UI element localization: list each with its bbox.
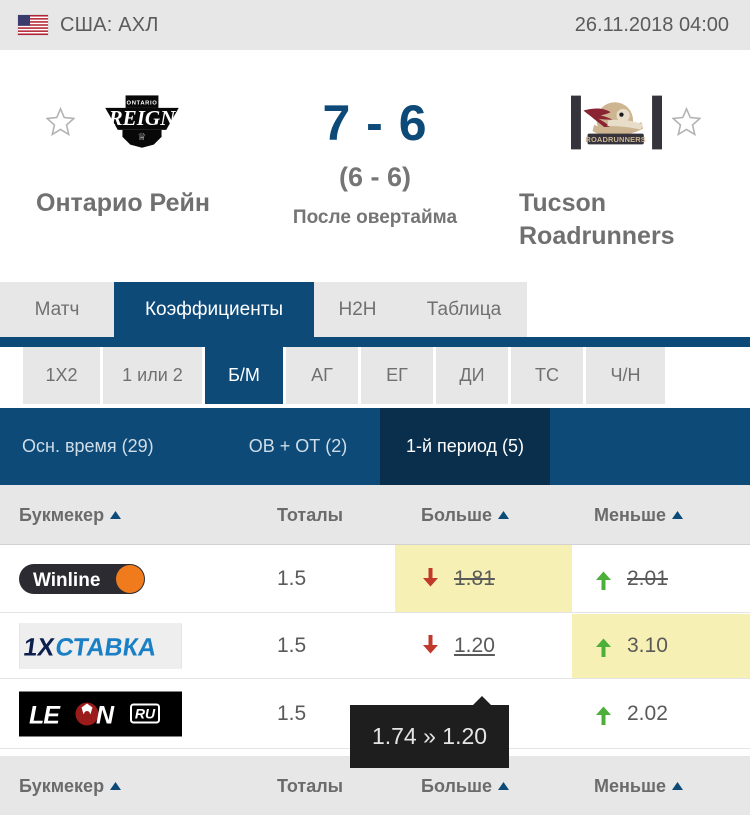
svg-text:RU: RU [135, 705, 156, 721]
svg-text:N: N [96, 701, 115, 729]
svg-text:1X: 1X [22, 634, 57, 662]
svg-text:Winline: Winline [33, 570, 100, 591]
svg-text:СТАВКА: СТАВКА [54, 634, 158, 662]
svg-text:LE: LE [29, 701, 61, 729]
svg-text:ROADRUNNERS: ROADRUNNERS [585, 135, 646, 144]
svg-text:REIGN: REIGN [108, 106, 177, 130]
svg-text:♕: ♕ [137, 132, 146, 143]
